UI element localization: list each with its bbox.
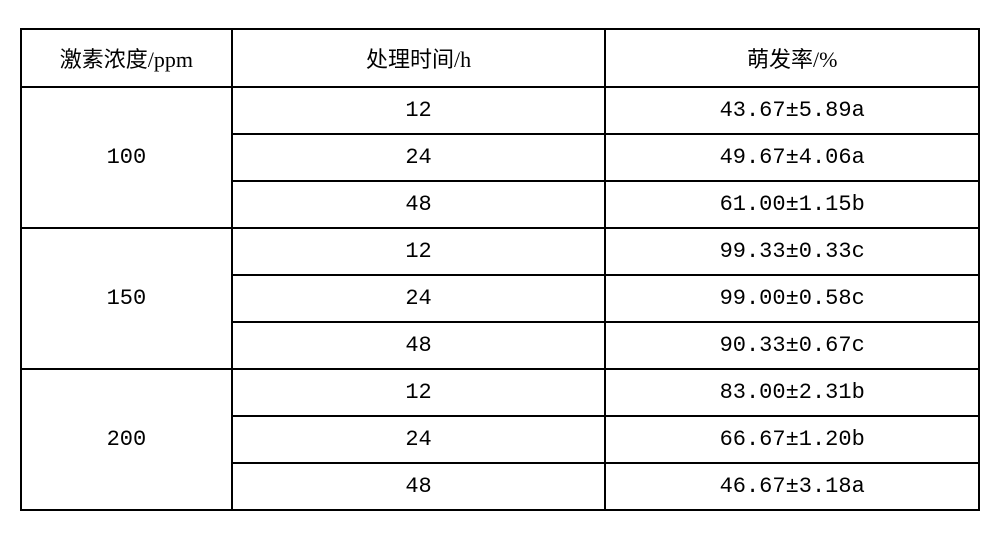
col-header-time: 处理时间/h [232, 29, 606, 87]
cell-rate: 66.67±1.20b [605, 416, 979, 463]
col-header-rate: 萌发率/% [605, 29, 979, 87]
cell-rate: 43.67±5.89a [605, 87, 979, 134]
cell-time: 24 [232, 416, 606, 463]
cell-time: 12 [232, 228, 606, 275]
cell-rate: 61.00±1.15b [605, 181, 979, 228]
cell-rate: 90.33±0.67c [605, 322, 979, 369]
cell-time: 48 [232, 322, 606, 369]
cell-time: 12 [232, 369, 606, 416]
cell-time: 24 [232, 275, 606, 322]
germination-table-wrap: 激素浓度/ppm 处理时间/h 萌发率/% 100 12 43.67±5.89a… [20, 28, 980, 511]
cell-rate: 99.00±0.58c [605, 275, 979, 322]
table-row: 100 12 43.67±5.89a [21, 87, 979, 134]
cell-rate: 83.00±2.31b [605, 369, 979, 416]
cell-rate: 46.67±3.18a [605, 463, 979, 510]
cell-concentration: 200 [21, 369, 232, 510]
cell-time: 24 [232, 134, 606, 181]
cell-concentration: 150 [21, 228, 232, 369]
germination-table: 激素浓度/ppm 处理时间/h 萌发率/% 100 12 43.67±5.89a… [20, 28, 980, 511]
cell-time: 12 [232, 87, 606, 134]
table-row: 200 12 83.00±2.31b [21, 369, 979, 416]
cell-rate: 99.33±0.33c [605, 228, 979, 275]
table-header-row: 激素浓度/ppm 处理时间/h 萌发率/% [21, 29, 979, 87]
table-row: 150 12 99.33±0.33c [21, 228, 979, 275]
cell-time: 48 [232, 463, 606, 510]
cell-rate: 49.67±4.06a [605, 134, 979, 181]
cell-time: 48 [232, 181, 606, 228]
col-header-concentration: 激素浓度/ppm [21, 29, 232, 87]
cell-concentration: 100 [21, 87, 232, 228]
